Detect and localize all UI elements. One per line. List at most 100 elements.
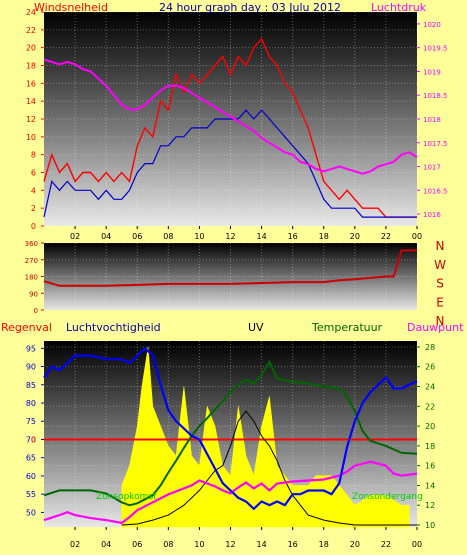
temperature-y-tick-label: 22 [425, 402, 435, 411]
humidity-line [43, 346, 418, 511]
wind-average-line [43, 109, 417, 218]
temperature-y-tick-label: 26 [425, 363, 435, 372]
pressure-y-tick-label: 1019 [423, 68, 441, 76]
pressure-axis-title: Luchtdruk [371, 1, 427, 14]
temperature-y-tick-label: 28 [425, 343, 435, 352]
temperature-y-tick-label: 16 [425, 462, 435, 471]
luchtvochtigheid-label: Luchtvochtigheid [66, 321, 161, 334]
wind-x-tick-label: 06 [132, 232, 142, 241]
humidity-y-tick-label: 85 [26, 381, 36, 390]
wind-gust-line [43, 37, 417, 218]
pressure-y-tick-label: 1017 [423, 164, 441, 172]
humidity-x-tick-label: 22 [381, 540, 391, 549]
wind-x-tick-label: 20 [350, 232, 360, 241]
humidity-x-tick-label: 08 [163, 540, 173, 549]
wind-x-tick-label: 22 [381, 232, 391, 241]
pressure-y-tick-label: 1016.5 [423, 187, 448, 195]
humidity-x-tick-label: 18 [319, 540, 329, 549]
direction-y-tick-label: 180 [25, 274, 38, 282]
wind-y-tick-label: 6 [31, 169, 36, 178]
zonsondergang-label: Zonsondergang [352, 492, 423, 502]
humidity-y-tick-label: 80 [26, 399, 36, 408]
wind-x-tick-label: 12 [225, 232, 235, 241]
solar-line [121, 410, 417, 526]
humidity-y-tick-label: 60 [26, 472, 36, 481]
temperature-y-tick-label: 14 [425, 481, 435, 490]
wind-y-tick-label: 14 [26, 97, 36, 106]
humidity-y-tick-label: 70 [26, 435, 36, 444]
temperature-y-tick-label: 10 [425, 521, 435, 530]
humidity-x-tick-label: 14 [256, 540, 266, 549]
pressure-y-tick-label: 1018 [423, 116, 441, 124]
humidity-x-tick-label: 10 [194, 540, 204, 549]
humidity-y-tick-label: 95 [26, 344, 36, 353]
wind-x-tick-label: 00 [412, 232, 422, 241]
direction-y-tick-label: 0 [34, 307, 38, 315]
pressure-y-tick-label: 1017.5 [423, 140, 448, 148]
humidity-y-tick-label: 65 [26, 454, 36, 463]
direction-plot-area [44, 243, 417, 310]
humidity-x-tick-label: 02 [70, 540, 80, 549]
compass-label: N [436, 239, 445, 253]
temperature-y-tick-label: 20 [425, 422, 435, 431]
humidity-y-tick-label: 75 [26, 417, 36, 426]
dewpoint-line [43, 460, 418, 525]
chart-title: 24 hour graph day : 03 Julu 2012 [159, 1, 341, 14]
pressure-y-tick-label: 1018.5 [423, 92, 448, 100]
wind-y-tick-label: 20 [26, 44, 36, 53]
wind-axis-title: Windsnelheid [34, 1, 108, 14]
pressure-y-tick-label: 1019.5 [423, 45, 448, 53]
temperature-y-tick-label: 24 [425, 383, 435, 392]
humidity-y-tick-label: 90 [26, 363, 36, 372]
series-layer [43, 37, 418, 528]
humidity-y-tick-label: 50 [26, 508, 36, 517]
wind-y-tick-label: 24 [26, 8, 36, 17]
wind-y-tick-label: 22 [26, 26, 36, 35]
humidity-y-tick-label: 55 [26, 490, 36, 499]
humidity-x-tick-label: 16 [288, 540, 298, 549]
compass-label: N [436, 314, 445, 328]
pressure-y-tick-label: 1016 [423, 211, 441, 219]
pressure-y-tick-label: 1020 [423, 21, 441, 29]
regenval-label: Regenval [1, 321, 52, 334]
rain-y-tick-label: 0 [31, 435, 36, 444]
wind-x-tick-label: 10 [194, 232, 204, 241]
zonsopkomst-label: Zonsopkomst [96, 492, 157, 502]
wind-y-tick-label: 18 [26, 62, 36, 71]
humidity-x-tick-label: 06 [132, 540, 142, 549]
uv-area [121, 346, 410, 528]
compass-label: W [434, 258, 446, 272]
temperature-y-tick-label: 18 [425, 442, 435, 451]
wind-x-tick-label: 08 [163, 232, 173, 241]
pressure-line [43, 58, 418, 175]
temperature-line [43, 359, 418, 507]
wind-y-tick-label: 12 [26, 115, 36, 124]
uv-label: UV [248, 321, 264, 334]
tick-layer: 02468101214161820222410161016.510171017.… [25, 8, 448, 549]
humidity-x-tick-label: 12 [225, 540, 235, 549]
wind-y-tick-label: 16 [26, 79, 36, 88]
direction-y-tick-label: 360 [25, 240, 38, 248]
humidity-x-tick-label: 00 [412, 540, 422, 549]
wind-y-tick-label: 4 [31, 186, 36, 195]
wind-y-tick-label: 2 [31, 204, 36, 213]
wind-x-tick-label: 02 [70, 232, 80, 241]
temperature-y-tick-label: 12 [425, 501, 435, 510]
wind-x-tick-label: 14 [256, 232, 266, 241]
wind-x-tick-label: 16 [288, 232, 298, 241]
wind-y-tick-label: 8 [31, 151, 36, 160]
temperatuur-label: Temperatuur [311, 321, 383, 334]
wind-y-tick-label: 0 [31, 222, 36, 231]
wind-x-tick-label: 18 [319, 232, 329, 241]
wind-y-tick-label: 10 [26, 133, 36, 142]
humidity-x-tick-label: 20 [350, 540, 360, 549]
direction-y-tick-label: 270 [25, 257, 38, 265]
direction-y-tick-label: 90 [29, 290, 38, 298]
compass-label: S [436, 277, 444, 291]
dauwpunt-label: Dauwpunt [407, 321, 464, 334]
wind-direction-line [43, 249, 417, 287]
compass-label: E [436, 295, 444, 309]
humidity-x-tick-label: 04 [101, 540, 111, 549]
